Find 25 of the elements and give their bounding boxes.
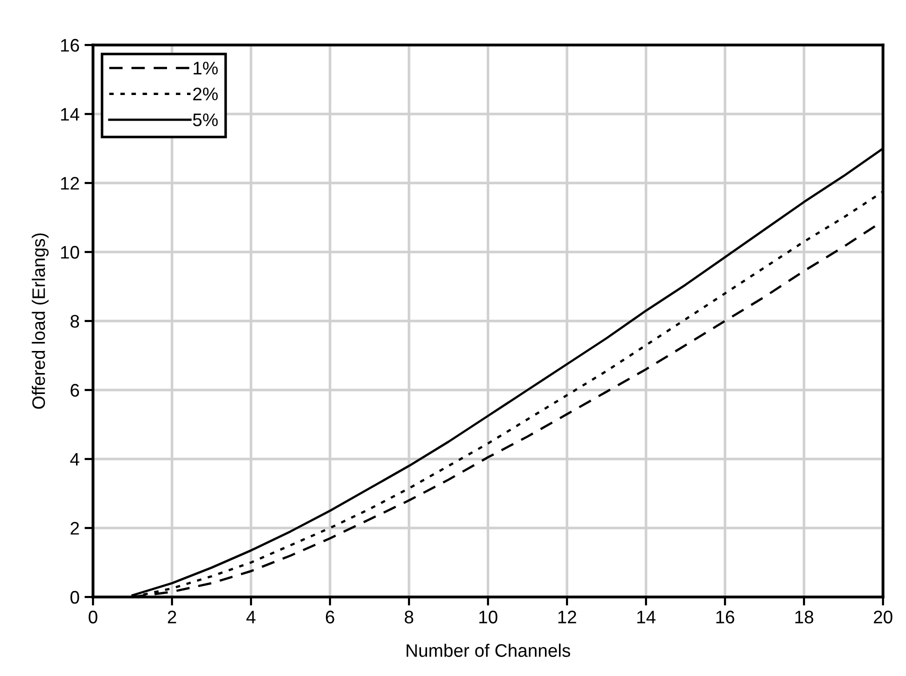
y-axis-title: Offered load (Erlangs) [32,233,49,409]
legend-label: 1% [194,62,218,74]
legend-label: 5% [193,114,218,126]
y-tick-label: 8 [70,314,80,328]
y-tick-label: 12 [61,176,79,190]
y-tick-label: 14 [61,108,80,121]
y-tick-label: 4 [70,453,80,466]
x-tick-label: 4 [246,610,256,624]
x-tick-label: 12 [558,610,576,624]
x-tick-label: 8 [404,610,414,624]
x-tick-label: 16 [716,610,734,624]
x-tick-label: 0 [88,610,98,624]
y-tick-label: 16 [61,38,80,52]
y-tick-label: 6 [70,384,80,397]
x-tick-label: 14 [637,610,656,624]
y-tick-label: 0 [70,590,80,604]
x-tick-label: 20 [874,610,892,624]
x-tick-label: 10 [479,610,498,624]
x-tick-label: 18 [795,610,814,624]
y-tick-label: 10 [61,246,80,259]
x-tick-label: 2 [168,610,176,624]
x-tick-label: 6 [326,610,334,624]
y-tick-label: 2 [70,522,79,535]
legend-label: 2% [193,88,218,100]
x-axis-title: Number of Channels [406,644,570,657]
